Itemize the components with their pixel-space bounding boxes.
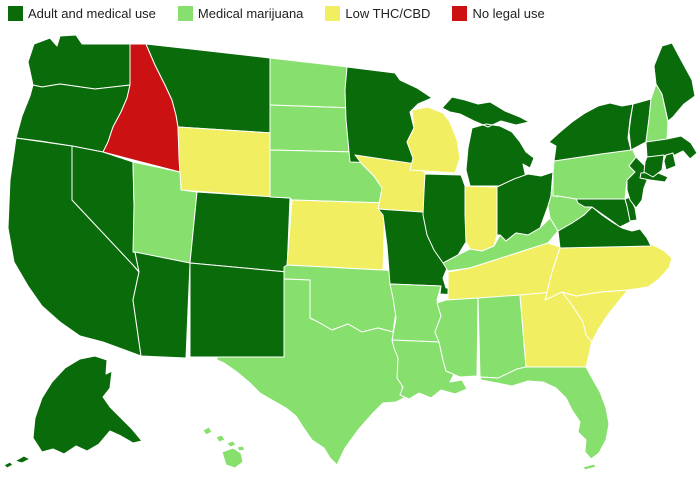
state-rhode-island[interactable] [663, 152, 677, 171]
legend-swatch-low-thc [325, 6, 341, 21]
legend-item-adult-medical: Adult and medical use [8, 6, 156, 21]
legend: Adult and medical use Medical marijuana … [8, 6, 545, 21]
legend-label-none: No legal use [472, 6, 545, 21]
legend-swatch-adult-medical [8, 6, 23, 21]
state-maine[interactable] [653, 42, 696, 122]
state-kansas[interactable] [286, 199, 386, 271]
state-wisconsin[interactable] [406, 106, 461, 174]
state-south-dakota[interactable] [269, 104, 357, 153]
legend-item-medical: Medical marijuana [177, 6, 304, 21]
state-hawaii[interactable] [202, 426, 246, 469]
state-colorado[interactable] [189, 191, 291, 273]
state-florida[interactable] [479, 366, 610, 471]
state-north-carolina[interactable] [544, 243, 673, 301]
state-arkansas[interactable] [389, 283, 442, 343]
state-alabama[interactable] [477, 294, 527, 379]
state-north-dakota[interactable] [269, 57, 358, 109]
states-group [3, 34, 698, 471]
legend-label-low-thc: Low THC/CBD [345, 6, 431, 21]
legend-item-none: No legal use [452, 6, 545, 21]
legend-swatch-none [452, 6, 468, 21]
state-texas[interactable] [216, 278, 405, 466]
state-indiana[interactable] [464, 185, 498, 252]
state-michigan[interactable] [441, 96, 535, 188]
legend-item-low-thc: Low THC/CBD [325, 6, 430, 21]
state-connecticut[interactable] [643, 154, 665, 178]
state-washington[interactable] [27, 34, 131, 90]
state-wyoming[interactable] [177, 126, 273, 198]
state-mississippi[interactable] [434, 297, 479, 378]
legend-swatch-medical [177, 6, 193, 21]
legend-label-medical: Medical marijuana [197, 6, 304, 21]
legend-label-adult-medical: Adult and medical use [28, 6, 156, 21]
state-alaska[interactable] [3, 355, 143, 469]
state-new-mexico[interactable] [189, 262, 288, 358]
state-montana[interactable] [145, 43, 273, 134]
state-arizona[interactable] [132, 251, 191, 359]
